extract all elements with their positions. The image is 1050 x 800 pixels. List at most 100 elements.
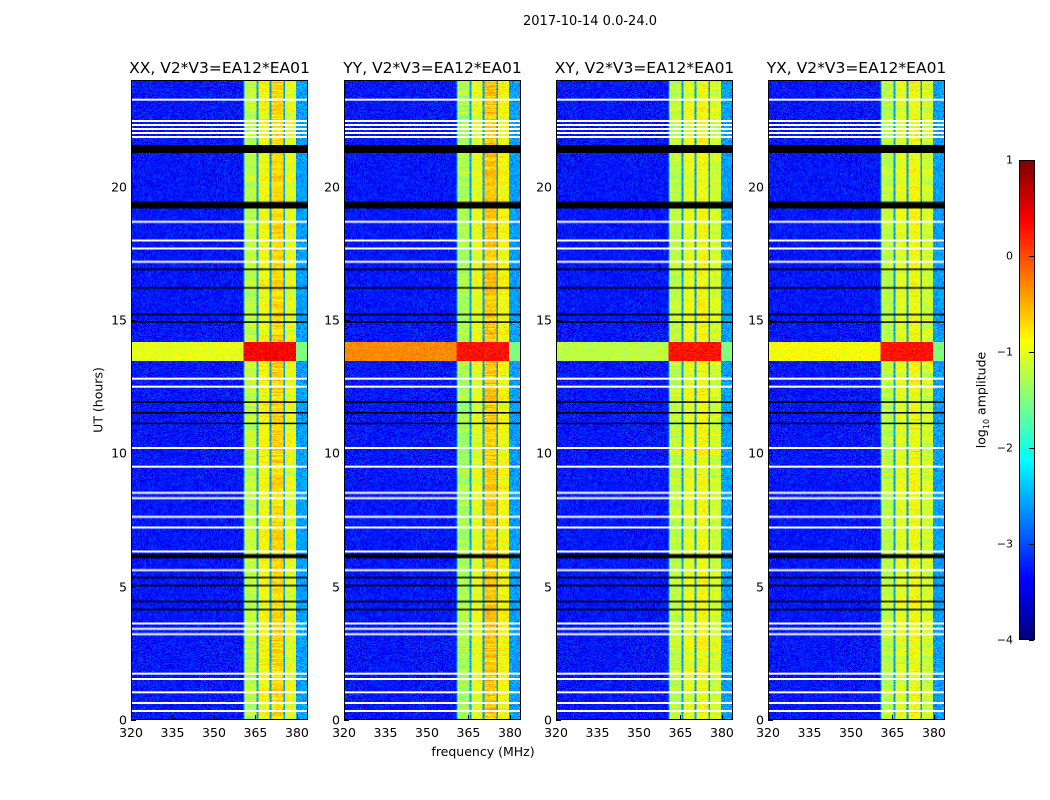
y-axis-label: UT (hours): [90, 367, 106, 433]
y-tick-label: 0: [332, 712, 340, 728]
y-tick-mark: [344, 186, 349, 188]
y-tick-label: 20: [536, 179, 552, 195]
y-tick-mark: [131, 186, 136, 188]
y-tick-mark: [556, 720, 561, 721]
y-tick-mark: [556, 453, 561, 455]
x-tick-mark: [296, 715, 298, 720]
colorbar-tick-mark: [1029, 544, 1034, 545]
x-tick-label: 365: [668, 725, 693, 740]
waterfall-heatmap: [131, 80, 308, 720]
y-tick-mark: [344, 586, 349, 588]
colorbar: [1019, 160, 1035, 640]
y-tick-mark: [556, 586, 561, 588]
x-tick-mark: [721, 715, 723, 720]
x-tick-mark: [385, 715, 387, 720]
panel-title: XX, V2*V3=EA12*EA01: [129, 59, 310, 77]
y-tick-mark: [131, 453, 136, 455]
x-tick-label: 350: [839, 725, 863, 740]
y-tick-label: 5: [119, 579, 127, 595]
x-tick-mark: [344, 715, 345, 720]
y-tick-label: 20: [324, 179, 340, 195]
x-tick-label: 350: [415, 725, 439, 740]
y-tick-mark: [768, 320, 773, 321]
colorbar-tick-mark: [1029, 640, 1034, 641]
x-tick-label: 365: [243, 725, 268, 740]
y-tick-label: 15: [748, 312, 764, 328]
y-tick-mark: [131, 586, 136, 588]
x-tick-mark: [892, 715, 894, 720]
y-tick-label: 15: [536, 312, 552, 328]
x-tick-label: 320: [119, 725, 143, 740]
y-tick-label: 0: [119, 712, 127, 728]
colorbar-tick-mark: [1029, 448, 1034, 449]
colorbar-label-log: log: [973, 429, 989, 449]
x-tick-mark: [638, 715, 640, 720]
figure-title: 2017-10-14 0.0-24.0: [523, 14, 657, 29]
y-tick-label: 10: [111, 445, 127, 461]
y-tick-label: 0: [544, 712, 552, 728]
x-tick-label: 320: [544, 725, 568, 740]
x-tick-label: 335: [797, 725, 822, 740]
x-tick-label: 380: [285, 725, 309, 740]
x-tick-label: 320: [332, 725, 356, 740]
colorbar-tick-mark: [1029, 160, 1034, 161]
y-tick-label: 10: [748, 445, 764, 461]
y-tick-label: 15: [324, 312, 340, 328]
colorbar-tick-label: −1: [996, 345, 1013, 359]
y-tick-label: 10: [536, 445, 552, 461]
y-tick-mark: [768, 186, 773, 188]
x-tick-mark: [213, 715, 215, 720]
y-tick-mark: [344, 320, 349, 321]
colorbar-tick-label: 1: [1006, 153, 1013, 167]
x-tick-label: 365: [880, 725, 905, 740]
x-axis-label: frequency (MHz): [431, 744, 535, 759]
x-tick-label: 380: [498, 725, 522, 740]
waterfall-heatmap: [344, 80, 521, 720]
waterfall-heatmap: [556, 80, 733, 720]
x-tick-label: 335: [373, 725, 398, 740]
colorbar-tick-mark: [1029, 256, 1034, 257]
x-tick-label: 350: [202, 725, 226, 740]
y-tick-mark: [556, 320, 561, 321]
x-tick-mark: [933, 715, 935, 720]
colorbar-tick-label: −4: [996, 633, 1013, 647]
x-tick-mark: [597, 715, 599, 720]
x-tick-mark: [680, 715, 682, 720]
y-tick-mark: [556, 186, 561, 188]
x-tick-mark: [768, 715, 769, 720]
y-tick-label: 5: [544, 579, 552, 595]
colorbar-tick-label: −2: [996, 441, 1013, 455]
x-tick-mark: [809, 715, 811, 720]
x-tick-label: 320: [756, 725, 780, 740]
colorbar-label-rest: amplitude: [973, 351, 989, 419]
colorbar-label: log10 amplitude: [973, 352, 991, 448]
y-tick-label: 20: [748, 179, 764, 195]
colorbar-label-sub: 10: [981, 418, 991, 430]
panel-title: YY, V2*V3=EA12*EA01: [343, 59, 522, 77]
waterfall-heatmap: [768, 80, 945, 720]
colorbar-tick-label: 0: [1006, 249, 1013, 263]
x-tick-label: 335: [160, 725, 185, 740]
y-tick-label: 20: [111, 179, 127, 195]
x-tick-label: 350: [627, 725, 651, 740]
y-tick-mark: [344, 720, 349, 721]
x-tick-label: 365: [456, 725, 481, 740]
y-tick-mark: [131, 720, 136, 721]
panel-title: XY, V2*V3=EA12*EA01: [554, 59, 735, 77]
x-tick-mark: [509, 715, 511, 720]
panel-title: YX, V2*V3=EA12*EA01: [766, 59, 947, 77]
x-tick-mark: [468, 715, 470, 720]
x-tick-mark: [556, 715, 557, 720]
colorbar-tick-label: −3: [996, 537, 1013, 551]
x-tick-mark: [255, 715, 257, 720]
y-tick-mark: [768, 586, 773, 588]
x-tick-mark: [426, 715, 428, 720]
x-tick-label: 380: [922, 725, 946, 740]
colorbar-tick-mark: [1029, 352, 1034, 353]
y-tick-mark: [768, 720, 773, 721]
y-tick-label: 0: [756, 712, 764, 728]
x-tick-mark: [172, 715, 174, 720]
y-tick-mark: [131, 320, 136, 321]
y-tick-label: 10: [324, 445, 340, 461]
